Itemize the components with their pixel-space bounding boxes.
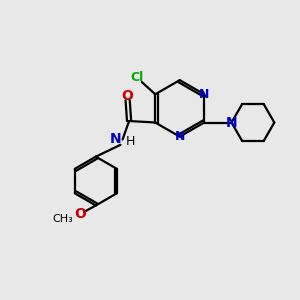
Text: N: N <box>199 88 209 101</box>
Text: O: O <box>74 207 86 221</box>
Text: N: N <box>226 116 237 130</box>
Text: N: N <box>110 132 122 146</box>
Text: O: O <box>122 89 134 103</box>
Text: Cl: Cl <box>131 71 144 84</box>
Text: CH₃: CH₃ <box>53 214 74 224</box>
Text: H: H <box>125 135 135 148</box>
Text: N: N <box>175 130 185 143</box>
